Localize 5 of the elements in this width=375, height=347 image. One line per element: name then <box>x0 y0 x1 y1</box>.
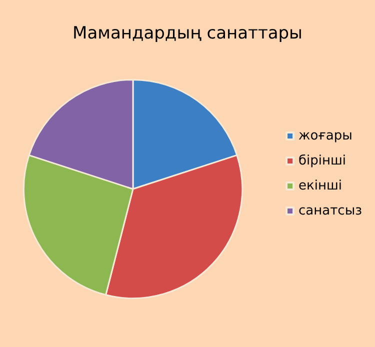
legend-label: екінші <box>298 178 342 194</box>
legend-label: жоғары <box>298 128 352 144</box>
chart-title: Мамандардың санаттары <box>72 24 302 44</box>
legend-label: санатсыз <box>298 204 362 218</box>
legend-label: бірінші <box>298 154 346 168</box>
